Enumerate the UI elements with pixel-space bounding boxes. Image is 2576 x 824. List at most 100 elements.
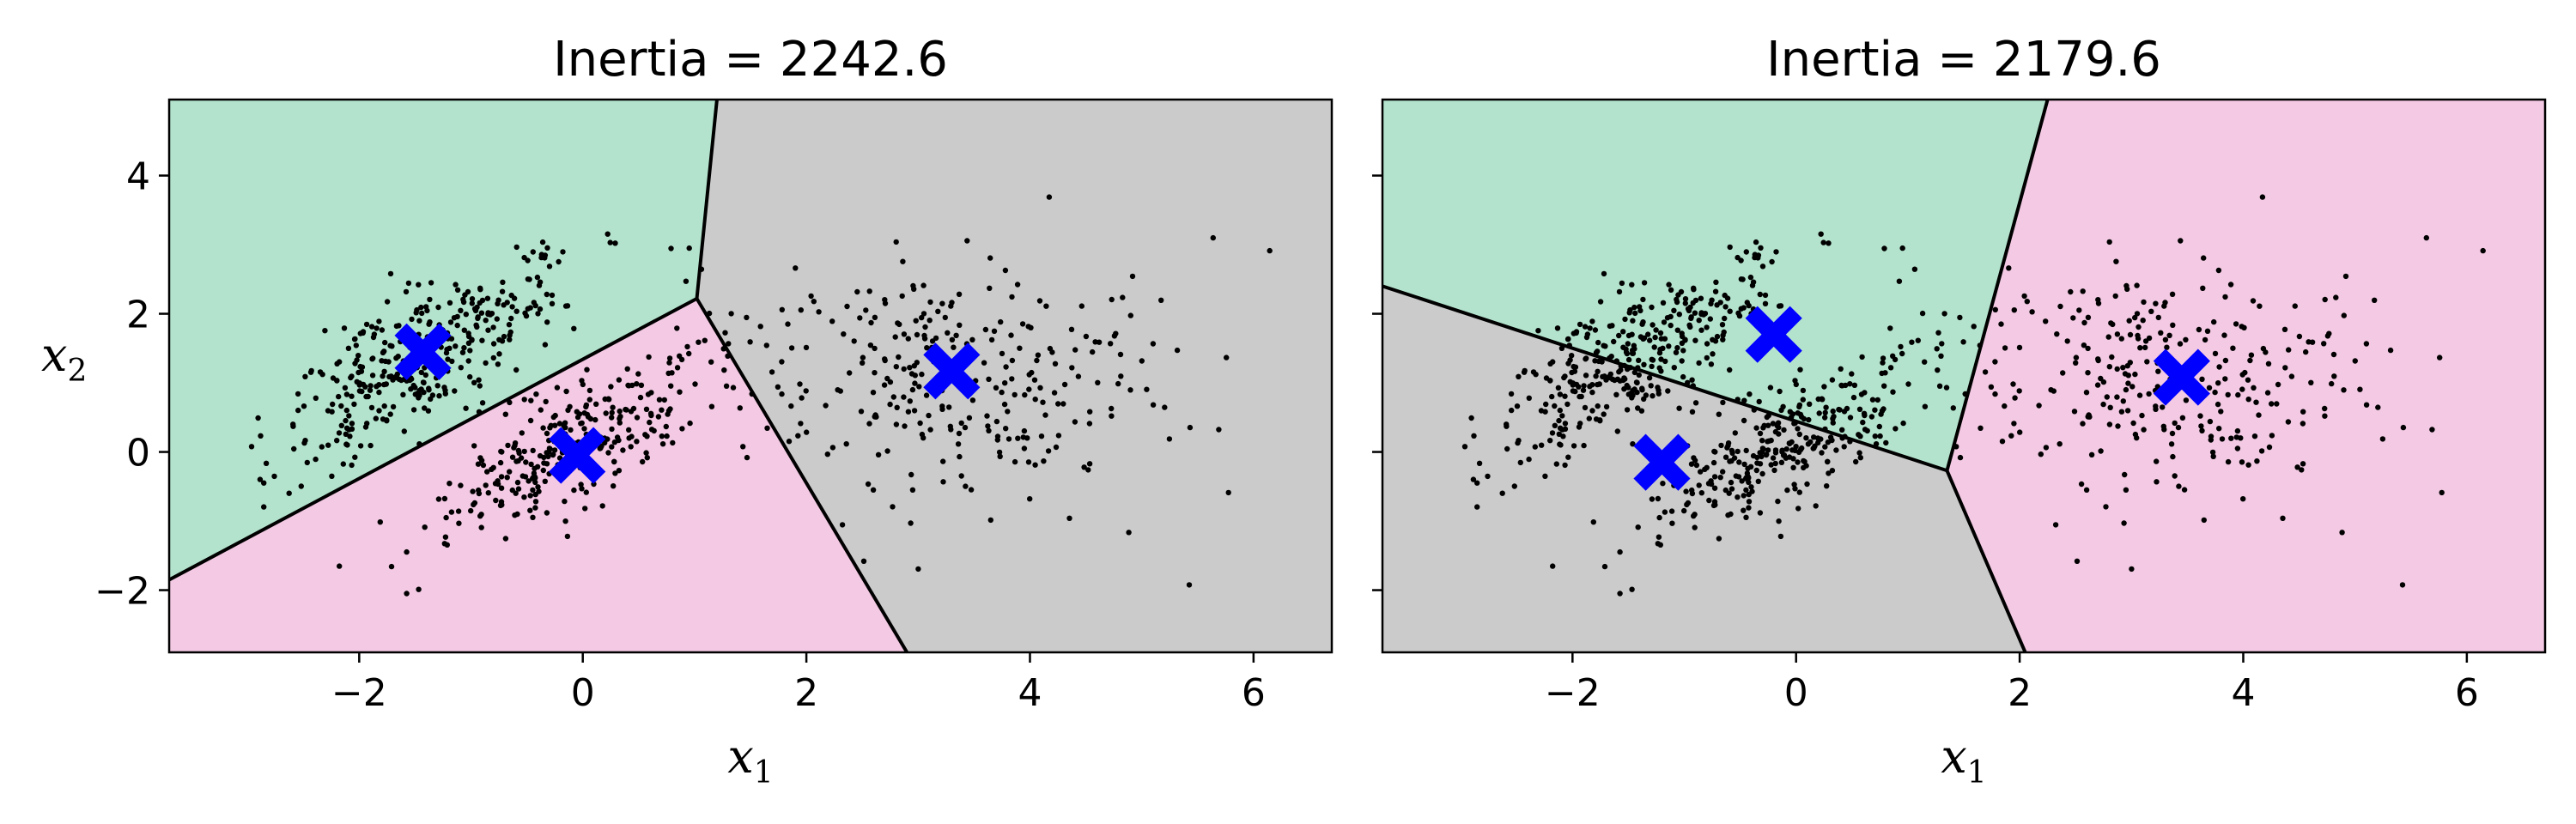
data-point xyxy=(728,311,734,317)
data-point xyxy=(2038,451,2044,457)
data-point xyxy=(325,408,331,414)
data-point xyxy=(609,444,615,450)
data-point xyxy=(448,509,455,515)
data-point xyxy=(533,391,539,397)
data-point xyxy=(1126,530,1132,536)
plot-area xyxy=(169,100,1332,652)
data-point xyxy=(2269,401,2275,407)
data-point xyxy=(926,412,932,419)
data-point xyxy=(1727,308,1733,314)
data-point xyxy=(537,306,544,312)
data-point xyxy=(542,342,549,348)
data-point xyxy=(485,490,491,496)
data-point xyxy=(410,407,417,413)
data-point xyxy=(870,390,877,396)
data-point xyxy=(1988,384,1995,390)
data-point xyxy=(522,310,528,316)
data-point xyxy=(1813,503,1819,509)
chart-title: Inertia = 2179.6 xyxy=(1766,32,2161,88)
data-point xyxy=(1829,377,1836,383)
data-point xyxy=(479,337,485,343)
data-point xyxy=(1504,445,1510,452)
data-point xyxy=(1856,406,1863,412)
data-point xyxy=(592,416,598,423)
data-point xyxy=(894,404,900,410)
data-point xyxy=(1738,276,1745,282)
data-point xyxy=(367,387,374,393)
data-point xyxy=(1887,325,1893,331)
data-point xyxy=(908,520,914,526)
data-point xyxy=(1819,396,1825,402)
data-point xyxy=(527,493,533,499)
data-point xyxy=(994,437,1001,443)
decision-boundary xyxy=(695,100,719,300)
data-point xyxy=(1822,409,1828,415)
data-point xyxy=(1722,315,1728,322)
data-point xyxy=(549,292,556,299)
data-point xyxy=(1139,358,1145,364)
data-point xyxy=(530,514,536,520)
data-point xyxy=(1728,447,1735,454)
data-point xyxy=(610,404,616,410)
data-point xyxy=(1859,354,1865,360)
data-point xyxy=(1552,422,1558,428)
data-point xyxy=(390,403,397,410)
data-point xyxy=(670,439,676,446)
data-point xyxy=(2211,318,2217,325)
chart-title: Inertia = 2242.6 xyxy=(553,32,948,88)
data-point xyxy=(1822,415,1828,421)
data-point xyxy=(1746,505,1752,511)
data-point xyxy=(1611,338,1617,345)
data-point xyxy=(2141,299,2147,306)
data-point xyxy=(2134,311,2141,317)
data-point xyxy=(1818,231,1824,237)
data-point xyxy=(1553,461,1560,467)
data-point xyxy=(2240,496,2246,502)
data-point xyxy=(1631,304,1637,311)
data-point xyxy=(915,566,921,573)
data-point xyxy=(1850,394,1857,401)
decision-boundary xyxy=(169,297,698,582)
data-point xyxy=(1728,479,1735,486)
data-point xyxy=(1613,391,1619,397)
data-point xyxy=(686,350,692,357)
data-point xyxy=(1668,287,1674,293)
data-point xyxy=(984,413,990,419)
data-point xyxy=(1109,296,1115,303)
data-point xyxy=(1827,434,1834,440)
data-point xyxy=(477,383,483,389)
data-point xyxy=(1880,360,1886,366)
data-point xyxy=(2294,464,2300,470)
data-point xyxy=(2166,332,2172,338)
data-point xyxy=(495,361,501,367)
data-point xyxy=(2387,347,2394,354)
data-point xyxy=(2225,391,2231,398)
data-point xyxy=(722,330,728,336)
data-point xyxy=(496,351,502,357)
data-point xyxy=(985,423,991,429)
data-point xyxy=(362,424,369,430)
data-point xyxy=(1629,586,1635,592)
data-point xyxy=(1649,304,1655,311)
data-point xyxy=(1068,326,1075,332)
data-point xyxy=(665,408,672,414)
data-point xyxy=(1049,349,1055,355)
data-point xyxy=(1043,303,1049,309)
data-point xyxy=(2196,326,2202,333)
data-point xyxy=(2109,354,2115,360)
data-point xyxy=(508,315,514,322)
data-point xyxy=(678,356,685,363)
data-point xyxy=(1757,510,1764,516)
data-point xyxy=(342,385,349,391)
data-point xyxy=(381,368,387,374)
data-point xyxy=(1936,383,1943,389)
data-point xyxy=(2016,388,2022,394)
data-point xyxy=(1893,426,1899,432)
data-point xyxy=(737,405,743,411)
data-point xyxy=(2080,421,2086,427)
data-point xyxy=(969,397,976,403)
data-point xyxy=(1915,337,1921,343)
data-point xyxy=(2125,380,2131,386)
data-point xyxy=(1803,435,1809,441)
data-point xyxy=(502,411,508,417)
